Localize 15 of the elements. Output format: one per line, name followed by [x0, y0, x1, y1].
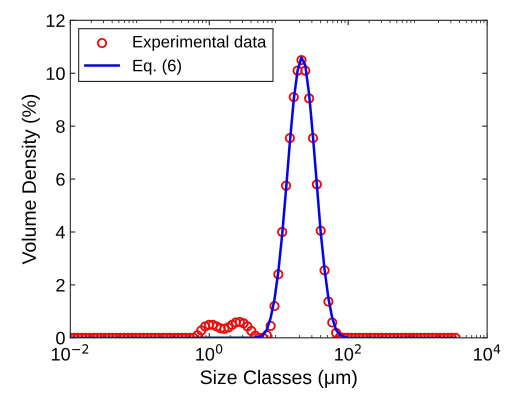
x-tick-label: 10$^{4}$ — [474, 344, 500, 361]
y-tick-label: 10 — [46, 67, 65, 80]
y-tick-label: 4 — [56, 226, 65, 239]
y-tick-label: 6 — [56, 173, 65, 186]
y-axis-title: Volume Density (%) — [22, 94, 40, 264]
x-tick-label: 10$^{0}$ — [196, 344, 222, 361]
x-axis-title: Size Classes (μm) — [200, 370, 357, 388]
y-tick-label: 2 — [56, 278, 65, 292]
legend-label: Eq. (6) — [133, 59, 181, 75]
x-tick-label: 10$^{2}$ — [335, 344, 361, 361]
x-tick-label: 10$^{−2}$ — [52, 344, 88, 361]
legend-label: Experimental data — [133, 35, 266, 51]
y-tick-label: 12 — [46, 14, 65, 27]
y-tick-label: 8 — [56, 120, 65, 133]
y-tick-label: 0 — [56, 332, 65, 345]
